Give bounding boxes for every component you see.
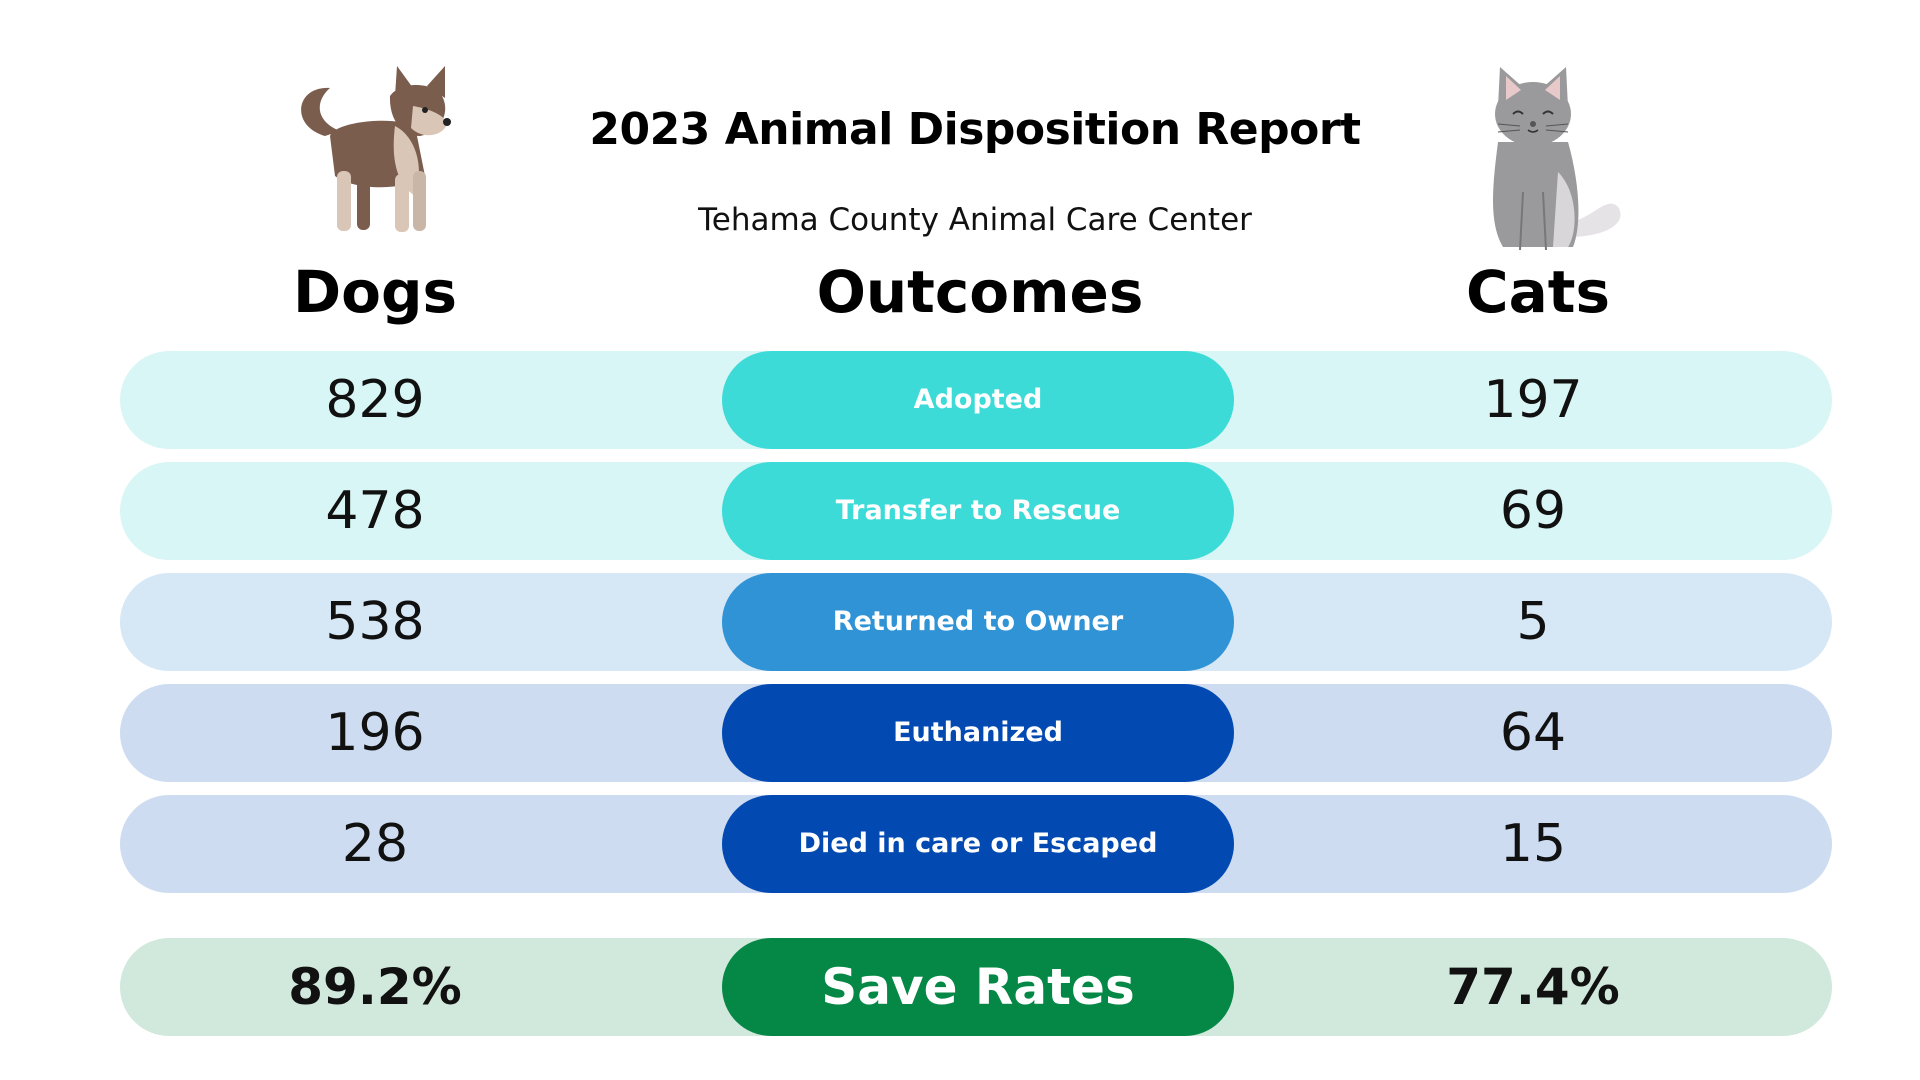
cat-illustration-icon xyxy=(1493,67,1621,251)
cats-count: 64 xyxy=(1499,703,1567,763)
report-subtitle: Tehama County Animal Care Center xyxy=(698,202,1252,238)
dog-illustration-icon xyxy=(301,66,451,232)
outcome-row-returned: 538 Returned to Owner 5 xyxy=(120,573,1832,671)
dogs-count: 829 xyxy=(325,370,425,430)
outcome-row-transfer: 478 Transfer to Rescue 69 xyxy=(120,462,1832,560)
outcome-row-adopted: 829 Adopted 197 xyxy=(120,351,1832,449)
cats-count: 15 xyxy=(1499,814,1567,874)
dogs-count: 478 xyxy=(325,481,425,541)
outcome-label: Died in care or Escaped xyxy=(722,795,1234,893)
outcome-label: Returned to Owner xyxy=(722,573,1234,671)
save-rates-label: Save Rates xyxy=(722,938,1234,1036)
cats-count: 197 xyxy=(1483,370,1583,430)
outcome-label: Transfer to Rescue xyxy=(722,462,1234,560)
dogs-count: 538 xyxy=(325,592,425,652)
outcomes-column-header: Outcomes xyxy=(816,258,1144,326)
outcome-row-died-escaped: 28 Died in care or Escaped 15 xyxy=(120,795,1832,893)
outcome-row-euthanized: 196 Euthanized 64 xyxy=(120,684,1832,782)
cats-count: 5 xyxy=(1516,592,1550,652)
dogs-count: 196 xyxy=(325,703,425,763)
cats-save-rate: 77.4% xyxy=(1446,958,1620,1016)
report-title: 2023 Animal Disposition Report xyxy=(589,104,1361,155)
dogs-column-header: Dogs xyxy=(292,258,458,326)
dogs-count: 28 xyxy=(341,814,409,874)
outcome-label: Euthanized xyxy=(722,684,1234,782)
save-rates-row: 89.2% Save Rates 77.4% xyxy=(120,938,1832,1036)
cats-count: 69 xyxy=(1499,481,1567,541)
cats-column-header: Cats xyxy=(1466,258,1610,326)
outcome-label: Adopted xyxy=(722,351,1234,449)
dogs-save-rate: 89.2% xyxy=(288,958,462,1016)
